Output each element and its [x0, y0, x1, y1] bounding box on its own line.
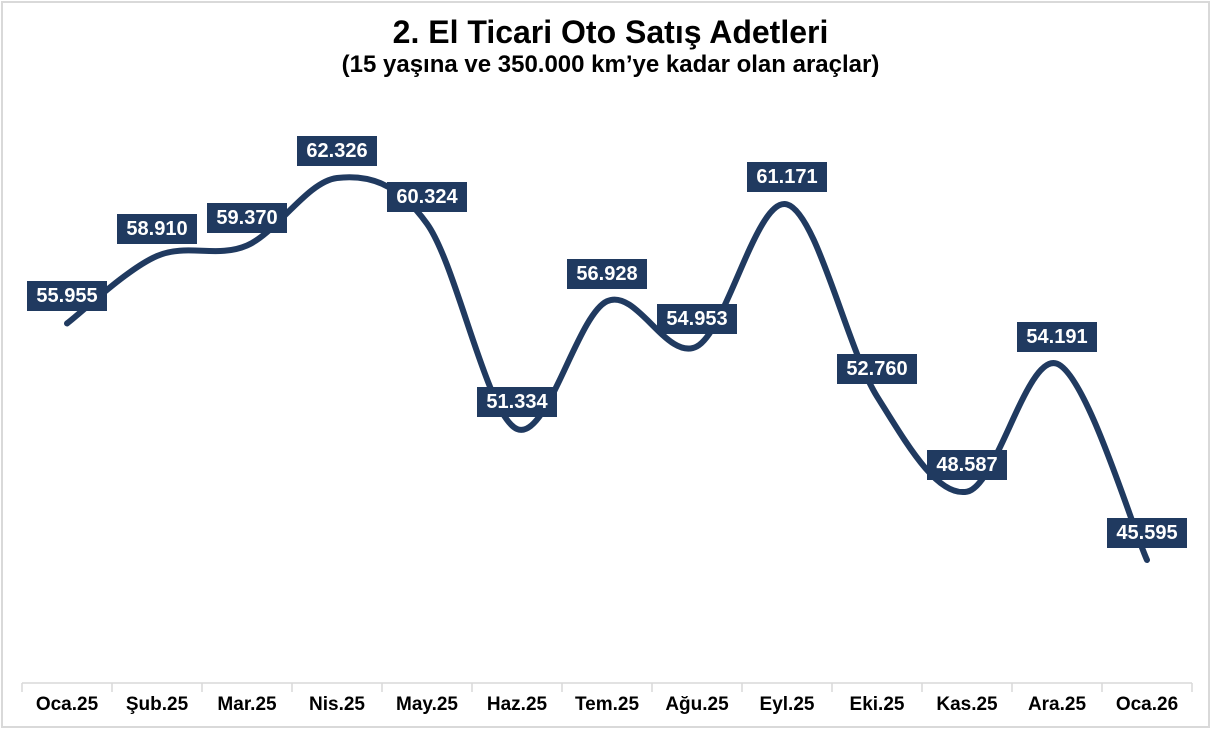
x-axis-label: May.25	[396, 694, 458, 715]
x-axis-label: Ara.25	[1027, 694, 1087, 715]
x-axis-label: Oca.25	[35, 694, 99, 715]
x-axis-label: Eki.25	[849, 694, 905, 715]
data-label: 52.760	[837, 354, 917, 385]
series-line	[64, 174, 1150, 563]
data-label: 55.955	[27, 281, 107, 312]
x-axis-label: Oca.26	[1115, 694, 1179, 715]
data-label: 62.326	[297, 136, 377, 166]
data-label: 54.953	[657, 304, 737, 335]
data-label: 59.370	[207, 203, 287, 234]
chart-subtitle: (15 yaşına ve 350.000 km’ye kadar olan a…	[341, 50, 880, 78]
data-label: 58.910	[117, 213, 197, 244]
data-label: 61.171	[747, 162, 827, 193]
x-axis-ticks	[21, 683, 1193, 692]
x-axis-label: Haz.25	[486, 694, 548, 715]
x-axis-label: Eyl.25	[759, 694, 815, 715]
data-label: 54.191	[1017, 321, 1097, 352]
data-label: 45.595	[1107, 518, 1187, 548]
data-label: 51.334	[477, 386, 557, 417]
x-axis-label: Nis.25	[309, 694, 365, 715]
data-label: 48.587	[927, 449, 1007, 480]
x-axis-label: Mar.25	[217, 694, 277, 715]
data-label: 56.928	[567, 259, 647, 290]
x-axis-label: Şub.25	[125, 694, 189, 715]
chart-title: 2. El Ticari Oto Satış Adetleri	[392, 14, 829, 50]
chart-header: 2. El Ticari Oto Satış Adetleri (15 yaşı…	[0, 14, 1221, 80]
data-label: 60.324	[387, 181, 467, 212]
x-axis-label: Tem.25	[574, 694, 640, 715]
x-axis-label: Ağu.25	[665, 694, 729, 715]
x-axis-label: Kas.25	[936, 694, 998, 715]
